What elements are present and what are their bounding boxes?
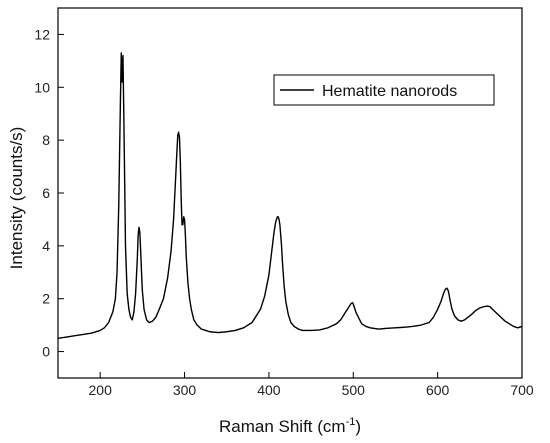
y-tick-label: 12	[34, 26, 50, 42]
x-axis-title-text: Raman Shift (cm	[219, 417, 346, 436]
x-tick-label: 400	[257, 382, 281, 398]
y-tick-label: 10	[34, 79, 50, 95]
plot-area: 200 300 400 500 600 700 0 2 4 6 8 10 12	[34, 7, 534, 398]
x-axis-title: Raman Shift (cm-1)	[219, 416, 361, 436]
x-axis-title-sup: -1	[346, 416, 356, 428]
y-tick-label: 6	[42, 185, 50, 201]
x-axis-title-close: )	[355, 417, 361, 436]
y-axis-title: Intensity (counts/s)	[7, 127, 26, 270]
legend-label: Hematite nanorods	[322, 83, 457, 100]
x-tick-label: 600	[426, 382, 450, 398]
x-tick-label: 300	[173, 382, 197, 398]
y-axis-ticks: 0 2 4 6 8 10 12	[34, 26, 64, 360]
x-tick-label: 500	[342, 382, 366, 398]
y-tick-label: 8	[42, 132, 50, 148]
y-tick-label: 4	[42, 238, 50, 254]
legend: Hematite nanorods	[273, 74, 495, 106]
y-tick-label: 2	[42, 291, 50, 307]
y-tick-label: 0	[42, 344, 50, 360]
x-tick-label: 700	[510, 382, 534, 398]
x-axis-ticks: 200 300 400 500 600 700	[89, 372, 534, 398]
plot-frame	[57, 7, 523, 379]
series-line-hematite-nanorods	[57, 52, 523, 340]
x-tick-label: 200	[89, 382, 113, 398]
